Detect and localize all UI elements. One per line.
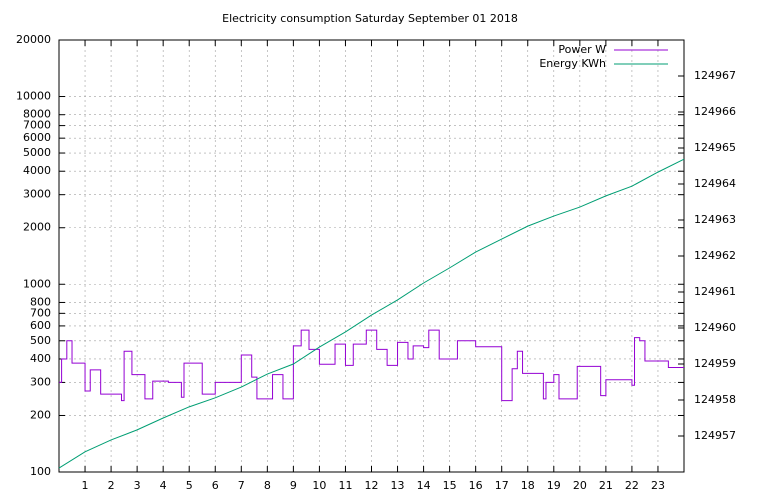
x-tick-label: 9 — [290, 479, 297, 492]
x-tick-label: 10 — [312, 479, 326, 492]
x-tick-label: 20 — [573, 479, 587, 492]
y-tick-label: 2000 — [23, 221, 51, 234]
y-tick-label: 800 — [30, 295, 51, 308]
y-tick-label: 500 — [30, 334, 51, 347]
x-tick-label: 12 — [365, 479, 379, 492]
x-tick-label: 1 — [82, 479, 89, 492]
x-tick-label: 16 — [469, 479, 483, 492]
plot-frame — [58, 39, 685, 473]
y-tick-label: 400 — [30, 352, 51, 365]
y-tick-label: 7000 — [23, 119, 51, 132]
y2-tick-label: 124960 — [694, 321, 736, 334]
y2-tick-label: 124959 — [694, 357, 736, 370]
x-tick-label: 7 — [238, 479, 245, 492]
y-tick-label: 20000 — [16, 33, 51, 46]
x-tick-label: 18 — [521, 479, 535, 492]
y-tick-label: 10000 — [16, 90, 51, 103]
legend-label: Power W — [558, 43, 606, 56]
y2-tick-label: 124964 — [694, 177, 736, 190]
y-tick-label: 5000 — [23, 146, 51, 159]
x-tick-label: 17 — [495, 479, 509, 492]
x-tick-label: 3 — [134, 479, 141, 492]
y-tick-label: 3000 — [23, 188, 51, 201]
x-tick-label: 13 — [391, 479, 405, 492]
x-tick-label: 15 — [443, 479, 457, 492]
y-tick-label: 100 — [30, 465, 51, 478]
x-tick-label: 19 — [547, 479, 561, 492]
y-tick-label: 4000 — [23, 164, 51, 177]
x-tick-label: 21 — [599, 479, 613, 492]
y2-tick-label: 124962 — [694, 249, 736, 262]
x-tick-label: 22 — [625, 479, 639, 492]
y2-tick-label: 124958 — [694, 393, 736, 406]
y2-tick-label: 124966 — [694, 105, 736, 118]
y-tick-label: 700 — [30, 306, 51, 319]
y-tick-label: 600 — [30, 319, 51, 332]
y2-tick-label: 124967 — [694, 69, 736, 82]
y2-tick-label: 124957 — [694, 429, 736, 442]
y2-tick-label: 124965 — [694, 141, 736, 154]
x-tick-label: 23 — [651, 479, 665, 492]
chart-title: Electricity consumption Saturday Septemb… — [222, 12, 518, 25]
x-tick-label: 8 — [264, 479, 271, 492]
y2-tick-label: 124961 — [694, 285, 736, 298]
x-tick-label: 6 — [212, 479, 219, 492]
x-tick-label: 4 — [160, 479, 167, 492]
legend-label: Energy KWh — [539, 57, 606, 70]
series-line — [58, 158, 685, 469]
y-tick-label: 6000 — [23, 131, 51, 144]
y-tick-label: 300 — [30, 375, 51, 388]
y-tick-label: 200 — [30, 408, 51, 421]
series-line — [59, 329, 684, 402]
y2-tick-label: 124963 — [694, 213, 736, 226]
y-tick-label: 8000 — [23, 108, 51, 121]
x-tick-label: 5 — [186, 479, 193, 492]
x-tick-label: 2 — [108, 479, 115, 492]
y-tick-label: 1000 — [23, 277, 51, 290]
x-tick-label: 14 — [417, 479, 431, 492]
x-tick-label: 11 — [338, 479, 352, 492]
